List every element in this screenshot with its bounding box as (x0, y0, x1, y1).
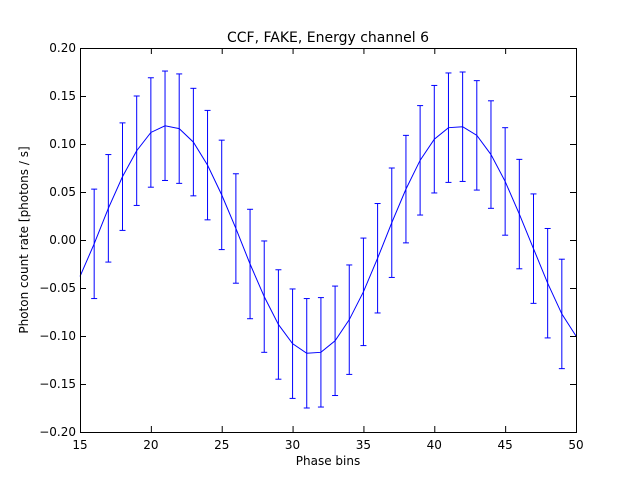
y-tick-label: 0.05 (49, 185, 76, 199)
y-tick-label: 0.00 (49, 233, 76, 247)
y-tick-label: 0.20 (49, 41, 76, 55)
x-axis-label: Phase bins (296, 454, 360, 468)
x-tick-label: 30 (285, 438, 300, 452)
x-tick-label: 45 (498, 438, 513, 452)
y-tick-label: 0.10 (49, 137, 76, 151)
chart-title: CCF, FAKE, Energy channel 6 (227, 30, 429, 46)
x-tick-label: 20 (143, 438, 158, 452)
y-tick-label: −0.15 (39, 377, 76, 391)
series-line (79, 125, 577, 354)
y-tick-label: 0.15 (49, 89, 76, 103)
axis-ticks (80, 48, 577, 433)
x-tick-label: 40 (427, 438, 442, 452)
x-tick-label: 25 (214, 438, 229, 452)
x-axis-tick-labels: 15 20 25 30 35 40 45 50 (72, 438, 583, 452)
y-axis-label: Photon count rate [photons / s] (17, 146, 31, 333)
plot-area (79, 70, 577, 409)
y-axis-tick-labels: −0.20 −0.15 −0.10 −0.05 0.00 0.05 0.10 0.15 0.20 (39, 41, 76, 439)
x-tick-label: 35 (356, 438, 371, 452)
x-tick-label: 15 (72, 438, 87, 452)
x-tick-label: 50 (568, 438, 583, 452)
plot-frame (80, 48, 577, 433)
error-bars (91, 70, 565, 409)
y-tick-label: −0.20 (39, 425, 76, 439)
y-tick-label: −0.05 (39, 281, 76, 295)
y-tick-label: −0.10 (39, 329, 76, 343)
